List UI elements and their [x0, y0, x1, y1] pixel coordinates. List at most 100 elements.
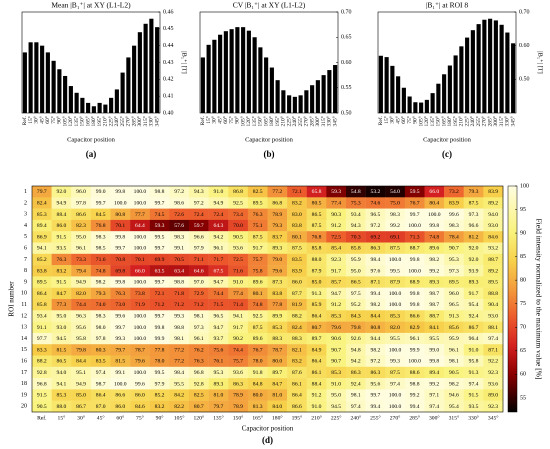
heatmap-cell [483, 321, 504, 334]
heatmap-cell [208, 265, 229, 277]
heatmap-cell [385, 231, 406, 243]
x-tick-label: 210° [102, 116, 109, 126]
heatmap-cell [346, 208, 366, 221]
y-tick-label: 0.65 [341, 35, 352, 41]
heatmap-cell [365, 219, 386, 232]
cell-label: 85.6 [449, 325, 459, 331]
y-tick-label: 0.60 [341, 60, 352, 66]
cell-label: 54.8 [351, 189, 361, 195]
heatmap-cell [149, 299, 170, 311]
heatmap-cell [267, 299, 288, 311]
cell-label: 96.5 [449, 302, 459, 308]
cell-label: 99.2 [429, 381, 439, 387]
cell-label: 88.0 [57, 404, 67, 410]
bar [218, 34, 223, 113]
cell-label: 88.7 [429, 314, 439, 320]
cell-label: 90.7 [331, 347, 341, 353]
cell-label: 98.0 [96, 325, 106, 331]
x-tick-label: 270° [125, 116, 132, 126]
cell-label: 90.6 [331, 336, 341, 342]
heatmap-cell [404, 378, 425, 390]
cell-label: 91.5 [57, 234, 67, 240]
cell-label: 87.7 [292, 291, 302, 297]
bar [91, 106, 96, 113]
x-tick-label: 255° [475, 116, 482, 126]
cell-label: 89.5 [253, 201, 263, 207]
cell-label: 89.7 [312, 336, 322, 342]
heatmap-cell [189, 378, 209, 390]
cell-label: 96.5 [214, 314, 224, 320]
heatmap-cell [326, 344, 347, 356]
heatmap-cell [404, 400, 425, 413]
heatmap-cell [346, 253, 366, 266]
heatmap-cell [287, 231, 307, 243]
cell-label: 70.1 [115, 223, 125, 229]
cell-label: 97.2 [371, 359, 381, 365]
heatmap-cell [228, 186, 249, 198]
bar [109, 97, 114, 113]
cell-label: 93.5 [57, 246, 67, 252]
heatmap-cell [385, 378, 406, 390]
heatmap-cell [130, 186, 150, 198]
cell-label: 100.0 [389, 291, 402, 297]
heatmap-cell [365, 310, 386, 322]
bar [34, 42, 39, 113]
bar [252, 37, 257, 113]
heatmap-cell [247, 265, 268, 277]
cell-label: 81.3 [253, 404, 263, 410]
cell-label: 95.8 [469, 359, 479, 365]
heatmap-cell [326, 276, 347, 288]
cell-label: 92.5 [253, 314, 263, 320]
heatmap-cell [208, 378, 229, 390]
heatmap-cell [444, 355, 464, 367]
x-tick-label: 15° [205, 116, 212, 124]
heatmap-cell [90, 366, 111, 379]
heatmap-cell [110, 253, 131, 266]
cell-label: 90.2 [233, 336, 243, 342]
cell-label: 100.0 [389, 393, 402, 399]
x-tick-label: 105° [239, 116, 246, 126]
bar [407, 96, 412, 113]
cell-label: 97.7 [37, 336, 47, 342]
bar [505, 32, 510, 113]
heatmap-cell [90, 253, 111, 266]
heatmap-cell [32, 366, 52, 379]
heatmap-cell [267, 276, 288, 288]
cell-label: 85.3 [272, 325, 282, 331]
heatmap-cell [32, 197, 52, 209]
heatmap-cell [463, 321, 484, 334]
cell-label: 87.5 [390, 370, 400, 376]
heatmap-cell [267, 344, 288, 356]
heatmap-cell [385, 242, 406, 254]
y-axis-label: |B₁⁺| [T] [181, 51, 188, 74]
heatmap-cell [169, 355, 190, 367]
cell-label: 86.5 [351, 280, 361, 286]
cell-label: 97.2 [174, 189, 184, 195]
heatmap-cell [385, 400, 406, 413]
bar [292, 96, 297, 113]
heatmap-cell [267, 253, 288, 266]
heatmap-cell [71, 389, 92, 401]
heatmap-cell [32, 231, 52, 243]
heatmap-cell [424, 400, 445, 413]
heatmap-cell [287, 400, 307, 413]
heatmap-cell [326, 378, 347, 390]
cell-label: 81.0 [272, 393, 282, 399]
heatmap-cell [169, 265, 190, 277]
heatmap-cell [110, 265, 131, 277]
cell-label: 95.5 [174, 381, 184, 387]
heatmap-cell [32, 186, 52, 198]
y-axis-label: |B₁⁺| [T] [537, 51, 544, 74]
y-tick-label: 1 [24, 189, 27, 195]
heatmap-cell [287, 265, 307, 277]
heatmap-cell [90, 186, 111, 198]
cell-label: 99.8 [410, 257, 420, 263]
heatmap-cell [228, 219, 249, 232]
x-tick-label: 300° [136, 116, 143, 126]
cell-label: 100.0 [389, 302, 402, 308]
heatmap-cell [463, 197, 484, 209]
cell-label: 95.9 [351, 257, 361, 263]
x-tick-label: 120° [193, 414, 204, 421]
cell-label: 75.1 [253, 223, 263, 229]
y-tick-label: 20 [21, 404, 27, 410]
